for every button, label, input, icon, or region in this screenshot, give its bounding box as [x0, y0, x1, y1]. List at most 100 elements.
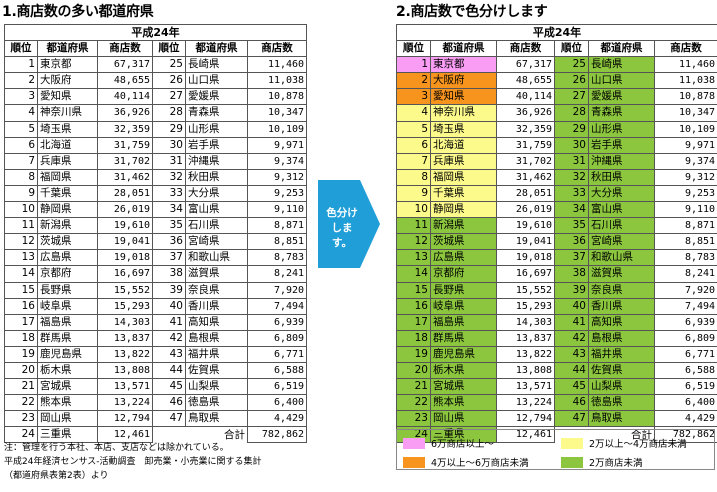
rank-cell: 5: [396, 120, 431, 138]
rank-cell: 12: [4, 233, 38, 251]
prefecture-cell: 大分県: [185, 184, 248, 203]
prefecture-cell: 沖縄県: [588, 152, 655, 170]
shop-count-cell: 13,571: [97, 378, 153, 396]
table-row: 7 兵庫県 31,702 31 沖縄県 9,374: [396, 152, 717, 170]
table-row: 20 栃木県 13,808 44 佐賀県 6,588: [4, 361, 308, 380]
prefecture-cell: 岩手県: [185, 136, 248, 154]
rank-cell: 15: [4, 281, 38, 299]
table-row: 14 京都府 16,697 38 滋賀県 8,241: [396, 265, 717, 283]
rank-cell: 45: [554, 378, 589, 396]
rank-cell: 37: [152, 249, 186, 267]
right-prefecture-table-colored: 平成24年 順位 都道府県 商店数 順位 都道府県 商店数 1 東京都 67,317 25 長崎県 11…: [395, 23, 717, 444]
table-row: 19 鹿児島県 13,822 43 福井県 6,771: [396, 345, 717, 363]
prefecture-cell: 奈良県: [588, 281, 655, 299]
table-row: 17 福島県 14,303 41 高知県 6,939: [4, 313, 308, 331]
prefecture-cell: 埼玉県: [430, 120, 497, 138]
prefecture-cell: 大阪府: [430, 72, 497, 90]
shop-count-cell: 31,462: [496, 168, 555, 186]
prefecture-cell: 鹿児島県: [430, 345, 497, 363]
prefecture-cell: 愛媛県: [185, 88, 248, 106]
prefecture-cell: 岡山県: [37, 410, 98, 428]
rank-cell: 21: [396, 378, 431, 396]
table-row: 13 広島県 19,018 37 和歌山県 8,783: [396, 249, 717, 267]
rank-cell: 11: [4, 217, 38, 235]
shop-count-cell: 8,241: [653, 265, 717, 283]
rank-cell: 14: [4, 265, 38, 283]
table-row: 1 東京都 67,317 25 長崎県 11,460: [4, 56, 308, 74]
table-row: 13 広島県 19,018 37 和歌山県 8,783: [4, 249, 308, 267]
rank-cell: 36: [554, 233, 589, 251]
prefecture-cell: 石川県: [185, 217, 248, 235]
shop-count-cell: 28,051: [97, 184, 153, 203]
rank-cell: 18: [4, 329, 38, 347]
prefecture-cell: 長野県: [37, 281, 98, 299]
table-row: 2 大阪府 48,655 26 山口県 11,038: [4, 72, 308, 90]
prefecture-cell: 栃木県: [430, 361, 497, 380]
prefecture-cell: 京都府: [37, 265, 98, 283]
rank-cell: 23: [396, 410, 431, 428]
prefecture-cell: 三重県: [430, 426, 497, 444]
legend: 6万商店以上～ 2万以上～4万商店未満 4万以上～6万商店未満 2万商店未満: [396, 429, 715, 470]
shop-count-cell: 15,293: [496, 297, 555, 315]
rank-cell: 4: [4, 104, 38, 122]
shop-count-cell: 7,494: [246, 297, 308, 315]
shop-count-cell: 10,878: [653, 88, 717, 106]
shop-count-cell: 19,610: [97, 217, 153, 235]
shop-count-cell: 8,871: [246, 217, 308, 235]
table-row: 21 宮城県 13,571 45 山梨県 6,519: [4, 378, 308, 396]
prefecture-cell: 沖縄県: [185, 152, 248, 170]
legend-item-orange: 4万以上～6万商店未満: [403, 455, 529, 469]
shop-count-cell: 13,224: [97, 394, 153, 412]
shop-count-cell: 19,018: [496, 249, 555, 267]
prefecture-cell: 熊本県: [430, 394, 497, 412]
rank-cell: 39: [152, 281, 186, 299]
prefecture-cell: 京都府: [430, 265, 497, 283]
rank-cell: 1: [4, 56, 38, 74]
prefecture-cell: 岡山県: [430, 410, 497, 428]
prefecture-cell: 新潟県: [37, 217, 98, 235]
shop-count-cell: 32,359: [496, 120, 555, 138]
rank-cell: 1: [396, 56, 431, 74]
rank-cell: 33: [152, 184, 186, 203]
table-row: 20 栃木県 13,808 44 佐賀県 6,588: [396, 361, 717, 380]
prefecture-cell: 和歌山県: [588, 249, 655, 267]
shop-count-cell: 9,253: [246, 184, 308, 203]
shop-count-cell: 12,461: [97, 426, 153, 444]
rank-cell: 25: [152, 56, 186, 74]
prefecture-cell: 富山県: [588, 201, 655, 219]
shop-count-cell: 6,809: [246, 329, 308, 347]
shop-count-cell: 26,019: [97, 201, 153, 219]
column-header-prefecture: 都道府県: [588, 40, 655, 58]
rank-cell: 5: [4, 120, 38, 138]
shop-count-cell: 36,926: [97, 104, 153, 122]
rank-cell: 37: [554, 249, 589, 267]
prefecture-cell: 北海道: [37, 136, 98, 154]
total-label: 合計: [152, 426, 248, 443]
total-value: 782,862: [246, 426, 308, 444]
prefecture-cell: 佐賀県: [185, 361, 248, 380]
table-row: 24 三重県 12,461 合計 782,862: [4, 426, 308, 444]
rank-cell: 44: [152, 361, 186, 380]
shop-count-cell: 15,293: [97, 297, 153, 315]
prefecture-cell: 千葉県: [37, 184, 98, 203]
table-row: 15 長野県 15,552 39 奈良県 7,920: [4, 281, 308, 299]
rank-cell: 47: [152, 410, 186, 428]
prefecture-cell: 北海道: [430, 136, 497, 154]
shop-count-cell: 9,312: [653, 168, 717, 186]
shop-count-cell: 31,759: [97, 136, 153, 154]
column-header-rank: 順位: [4, 40, 38, 58]
prefecture-cell: 島根県: [588, 329, 655, 347]
prefecture-cell: 岐阜県: [430, 297, 497, 315]
prefecture-cell: 秋田県: [588, 168, 655, 186]
rank-cell: 40: [554, 297, 589, 315]
shop-count-cell: 6,939: [246, 313, 308, 331]
prefecture-cell: 千葉県: [430, 184, 497, 203]
shop-count-cell: 6,939: [653, 313, 717, 331]
rank-cell: 13: [396, 249, 431, 267]
prefecture-cell: 茨城県: [37, 233, 98, 251]
shop-count-cell: 7,494: [653, 297, 717, 315]
rank-cell: 19: [4, 345, 38, 363]
rank-cell: 8: [396, 168, 431, 186]
shop-count-cell: 8,851: [246, 233, 308, 251]
shop-count-cell: 14,303: [496, 313, 555, 331]
